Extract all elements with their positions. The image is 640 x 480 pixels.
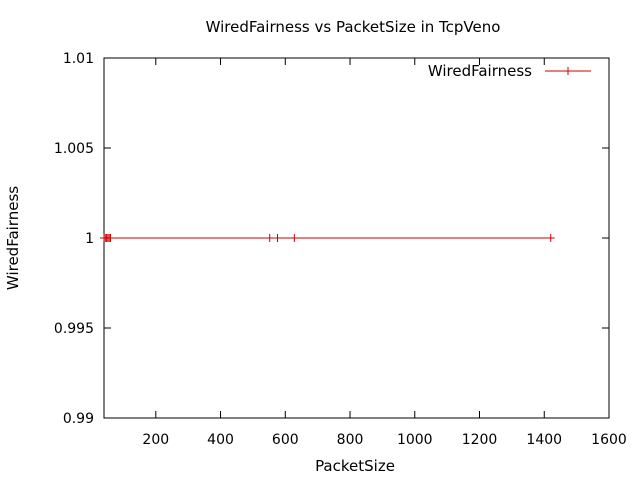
legend-label: WiredFairness xyxy=(428,62,532,80)
x-tick-label: 1000 xyxy=(397,432,433,448)
y-tick-label: 1.01 xyxy=(63,51,94,67)
x-tick-label: 800 xyxy=(337,432,364,448)
legend: WiredFairness xyxy=(428,62,591,80)
x-tick-label: 200 xyxy=(142,432,169,448)
y-tick-label: 0.99 xyxy=(63,411,94,427)
x-tick-label: 1200 xyxy=(462,432,498,448)
y-tick-label: 0.995 xyxy=(54,321,94,337)
y-axis-label: WiredFairness xyxy=(4,186,22,290)
data-point xyxy=(265,234,274,242)
data-point xyxy=(273,234,282,242)
x-axis-label: PacketSize xyxy=(315,457,395,475)
x-tick-label: 600 xyxy=(272,432,299,448)
data-point xyxy=(290,234,299,242)
x-tick-label: 400 xyxy=(207,432,234,448)
chart-title: WiredFairness vs PacketSize in TcpVeno xyxy=(206,18,501,36)
x-tick-label: 1400 xyxy=(526,432,562,448)
data-point xyxy=(546,234,555,242)
y-tick-label: 1 xyxy=(85,231,94,247)
data-point xyxy=(106,234,115,242)
series-layer xyxy=(100,234,555,242)
axis-ticks: 0.99 0.995 1 1.005 1.01 200 400 600 800 1000 1200 1… xyxy=(54,51,627,448)
y-tick-label: 1.005 xyxy=(54,141,94,157)
x-tick-label: 1600 xyxy=(591,432,627,448)
